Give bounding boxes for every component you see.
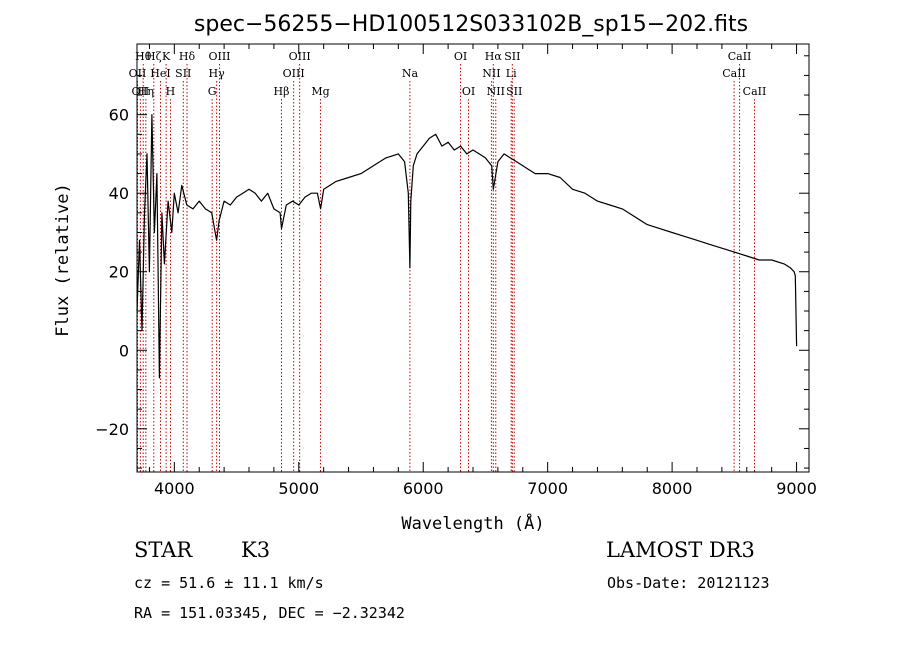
redshift-readout: cz = 51.6 ± 11.1 km/s — [134, 574, 324, 592]
x-axis-label: Wavelength (Å) — [401, 512, 544, 534]
spectrum-line — [136, 114, 798, 379]
axis-ticks: 4000 5000 6000 7000 8000 9000 −20 0 20 40 60 — [95, 44, 817, 498]
survey-name: LAMOST DR3 — [606, 538, 755, 562]
line-label-5: HeI — [150, 67, 170, 80]
line-label-9: Hδ — [179, 50, 196, 63]
observation-date: Obs-Date: 20121123 — [607, 574, 770, 592]
plot-frame — [136, 43, 810, 473]
x-tick-label-4: 8000 — [652, 479, 693, 498]
line-label-28: CaII — [743, 85, 767, 98]
y-tick-label-1: 0 — [119, 341, 129, 360]
y-tick-label-0: −20 — [95, 420, 129, 439]
line-label-13: Hβ — [274, 85, 290, 98]
line-label-24: SII — [504, 50, 520, 63]
line-label-20: NII — [482, 67, 500, 80]
line-label-6: K — [162, 50, 171, 63]
line-label-4: Hζ — [146, 50, 162, 63]
x-tick-label-1: 5000 — [278, 479, 319, 498]
y-axis-label: Flux (relative) — [53, 183, 73, 337]
y-tick-label-3: 40 — [109, 184, 129, 203]
object-subclass: K3 — [241, 538, 271, 562]
line-label-26: CaII — [722, 67, 746, 80]
x-tick-label-3: 7000 — [527, 479, 568, 498]
y-tick-label-4: 60 — [109, 106, 129, 125]
line-label-25: SII — [506, 85, 522, 98]
x-tick-label-0: 4000 — [154, 479, 195, 498]
chart-title: spec−56255−HD100512S033102B_sp15−202.fit… — [194, 12, 748, 37]
line-label-21: Hα — [485, 50, 503, 63]
line-label-16: Mg — [311, 85, 329, 98]
line-label-7: H — [166, 85, 176, 98]
line-label-10: G — [208, 85, 217, 98]
line-label-11: Hγ — [209, 67, 226, 80]
x-tick-label-2: 6000 — [403, 479, 444, 498]
line-label-17: Na — [402, 67, 419, 80]
line-label-12: OIII — [208, 50, 230, 63]
line-label-1: OII — [132, 85, 150, 98]
line-label-27: CaII — [728, 50, 752, 63]
object-class: STAR — [134, 538, 193, 562]
line-label-15: OIII — [289, 50, 311, 63]
x-tick-label-5: 9000 — [776, 479, 817, 498]
line-label-8: SII — [175, 67, 191, 80]
line-label-22: NII — [487, 85, 505, 98]
line-label-18: OI — [454, 50, 467, 63]
line-label-2: Hθ — [135, 50, 152, 63]
line-label-3: Hη — [138, 85, 154, 98]
coordinates-readout: RA = 151.03345, DEC = −2.32342 — [134, 604, 405, 622]
y-tick-label-2: 20 — [109, 263, 129, 282]
line-label-23: Li — [506, 67, 517, 80]
line-label-14: OIII — [283, 67, 305, 80]
line-label-19: OI — [462, 85, 475, 98]
line-markers: OIIOIIHθHηHζHeIKHSIIHδGHγOIIIHβOIIIOIIIM… — [129, 50, 767, 472]
spectrum-data — [136, 114, 798, 379]
